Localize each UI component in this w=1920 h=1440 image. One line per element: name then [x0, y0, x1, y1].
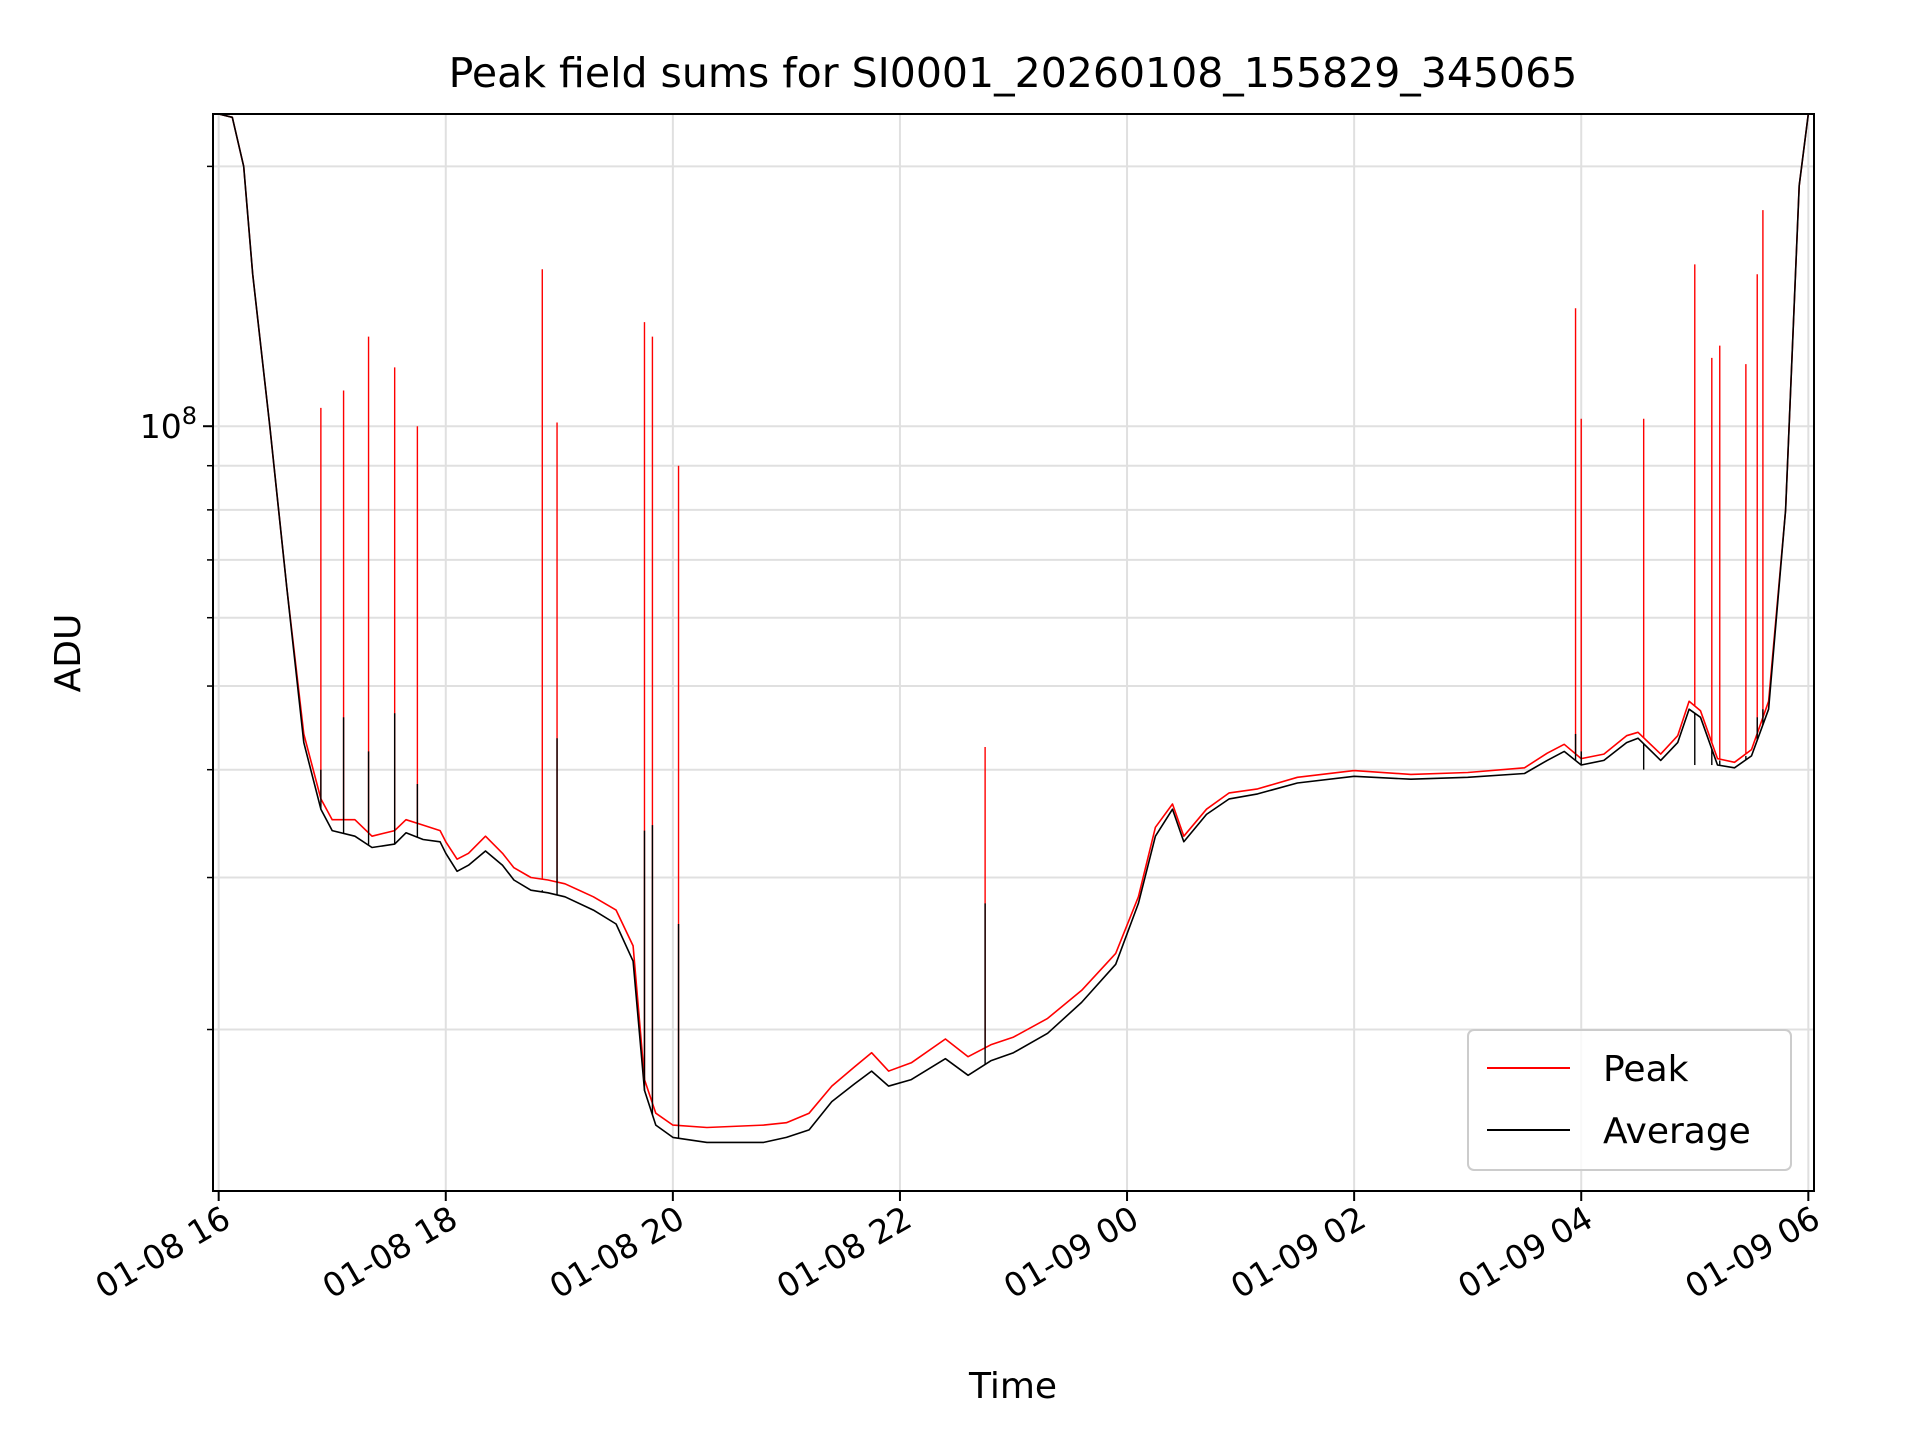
y-axis: 108: [140, 165, 213, 1031]
legend-average-label: Average: [1603, 1111, 1751, 1152]
x-axis-label: Time: [968, 1366, 1057, 1407]
plot-frame: [212, 113, 1815, 1192]
grid: [213, 114, 1814, 1191]
y-tick-label: 108: [140, 402, 197, 446]
chart-title: Peak field sums for SI0001_20260108_1558…: [449, 49, 1578, 97]
plot-series: [218, 113, 1810, 1144]
legend-peak-label: Peak: [1603, 1049, 1689, 1090]
average-series-line: [218, 113, 1810, 1144]
legend: Peak Average: [1467, 1029, 1792, 1171]
peak-series-line: [218, 113, 1810, 1129]
y-axis-label: ADU: [48, 614, 89, 693]
legend-box: [1467, 1029, 1792, 1171]
